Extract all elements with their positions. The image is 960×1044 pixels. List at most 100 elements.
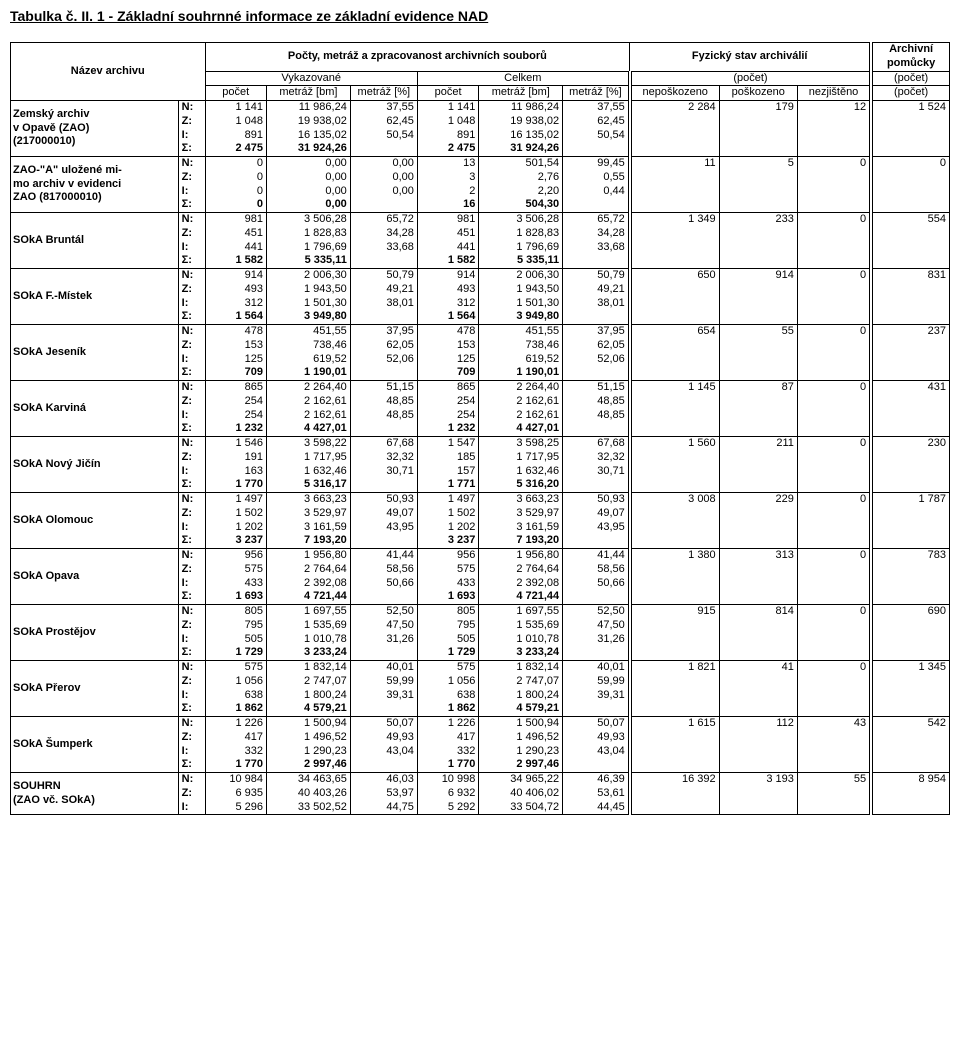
table-row: SOkA OpavaN:9561 956,8041,449561 956,804…	[11, 549, 950, 563]
cell: 11	[630, 157, 719, 171]
row-type: N:	[178, 605, 205, 619]
archive-name-line: (ZAO vč. SOkA)	[13, 794, 95, 806]
cell: 4 721,44	[479, 590, 563, 604]
cell	[350, 310, 417, 324]
cell: 1 564	[417, 310, 478, 324]
cell: 67,68	[350, 437, 417, 451]
cell: 43,95	[350, 521, 417, 535]
cell: 52,06	[563, 353, 630, 367]
cell: 12	[797, 101, 871, 115]
row-type: I:	[178, 353, 205, 367]
cell: 4 427,01	[479, 422, 563, 436]
cell: 1 729	[417, 646, 478, 660]
cell: 795	[417, 619, 478, 633]
cell: 39,31	[563, 689, 630, 703]
cell: 55	[719, 325, 797, 339]
row-type: Σ:	[178, 310, 205, 324]
cell: 1 771	[417, 478, 478, 492]
row-type: Σ:	[178, 758, 205, 772]
cell	[719, 577, 797, 591]
cell	[719, 619, 797, 633]
cell	[630, 297, 719, 311]
archive-name-line: (217000010)	[13, 135, 75, 147]
archive-name-line: SOkA Přerov	[13, 682, 80, 694]
cell	[871, 129, 949, 143]
cell: 1 697,55	[266, 605, 350, 619]
cell: 211	[719, 437, 797, 451]
archive-name-cell: SOkA Přerov	[11, 661, 179, 717]
cell: 10 984	[205, 773, 266, 787]
cell	[630, 465, 719, 479]
row-type: I:	[178, 745, 205, 759]
col-pocet-3: (počet)	[894, 86, 928, 98]
cell: 47,50	[563, 619, 630, 633]
cell: 1 796,69	[479, 241, 563, 255]
cell: 1 828,83	[479, 227, 563, 241]
cell: 48,85	[563, 409, 630, 423]
col-sub-pocet-aids: (počet)	[894, 72, 928, 84]
cell: 433	[205, 577, 266, 591]
cell: 2	[417, 185, 478, 199]
cell	[563, 758, 630, 772]
archive-name-cell: SOkA Šumperk	[11, 717, 179, 773]
cell: 1 787	[871, 493, 949, 507]
cell	[350, 478, 417, 492]
cell: 50,54	[563, 129, 630, 143]
row-type: Σ:	[178, 422, 205, 436]
cell: 1 190,01	[479, 366, 563, 380]
cell: 5 292	[417, 801, 478, 815]
cell: 19 938,02	[266, 115, 350, 129]
cell	[563, 646, 630, 660]
cell: 43,04	[563, 745, 630, 759]
row-type: Z:	[178, 339, 205, 353]
cell	[797, 198, 871, 212]
archive-name-line: SOkA Bruntál	[13, 234, 84, 246]
cell: 1 956,80	[479, 549, 563, 563]
row-type: Σ:	[178, 702, 205, 716]
cell: 1 056	[417, 675, 478, 689]
cell	[871, 241, 949, 255]
cell	[630, 675, 719, 689]
cell: 13	[417, 157, 478, 171]
cell: 67,68	[563, 437, 630, 451]
cell: 1 141	[417, 101, 478, 115]
cell: 52,06	[350, 353, 417, 367]
cell	[719, 283, 797, 297]
cell: 814	[719, 605, 797, 619]
cell: 0	[797, 661, 871, 675]
cell	[797, 185, 871, 199]
cell: 575	[417, 661, 478, 675]
row-type: Z:	[178, 563, 205, 577]
table-row: SOkA PřerovN:5751 832,1440,015751 832,14…	[11, 661, 950, 675]
col-archive-name: Název archivu	[71, 65, 145, 77]
cell: 41,44	[350, 549, 417, 563]
cell: 478	[205, 325, 266, 339]
cell: 51,15	[350, 381, 417, 395]
row-type: Z:	[178, 619, 205, 633]
cell	[719, 129, 797, 143]
cell	[871, 171, 949, 185]
cell: 2 475	[205, 142, 266, 156]
cell: 3 233,24	[266, 646, 350, 660]
cell: 956	[417, 549, 478, 563]
cell: 805	[205, 605, 266, 619]
cell: 1 380	[630, 549, 719, 563]
archive-name-cell: ZAO-"A" uložené mi-mo archiv v evidenciZ…	[11, 157, 179, 213]
cell	[350, 422, 417, 436]
cell: 1 500,94	[266, 717, 350, 731]
cell: 1 800,24	[479, 689, 563, 703]
cell	[871, 534, 949, 548]
cell	[350, 198, 417, 212]
cell: 31,26	[563, 633, 630, 647]
cell: 48,85	[350, 395, 417, 409]
cell: 0	[871, 157, 949, 171]
cell: 38,01	[563, 297, 630, 311]
row-type: I:	[178, 409, 205, 423]
table-row: SOkA OlomoucN:1 4973 663,2350,931 4973 6…	[11, 493, 950, 507]
cell	[797, 801, 871, 815]
cell	[871, 283, 949, 297]
cell: 7 193,20	[266, 534, 350, 548]
cell	[630, 283, 719, 297]
cell: 16 392	[630, 773, 719, 787]
cell: 1 770	[417, 758, 478, 772]
